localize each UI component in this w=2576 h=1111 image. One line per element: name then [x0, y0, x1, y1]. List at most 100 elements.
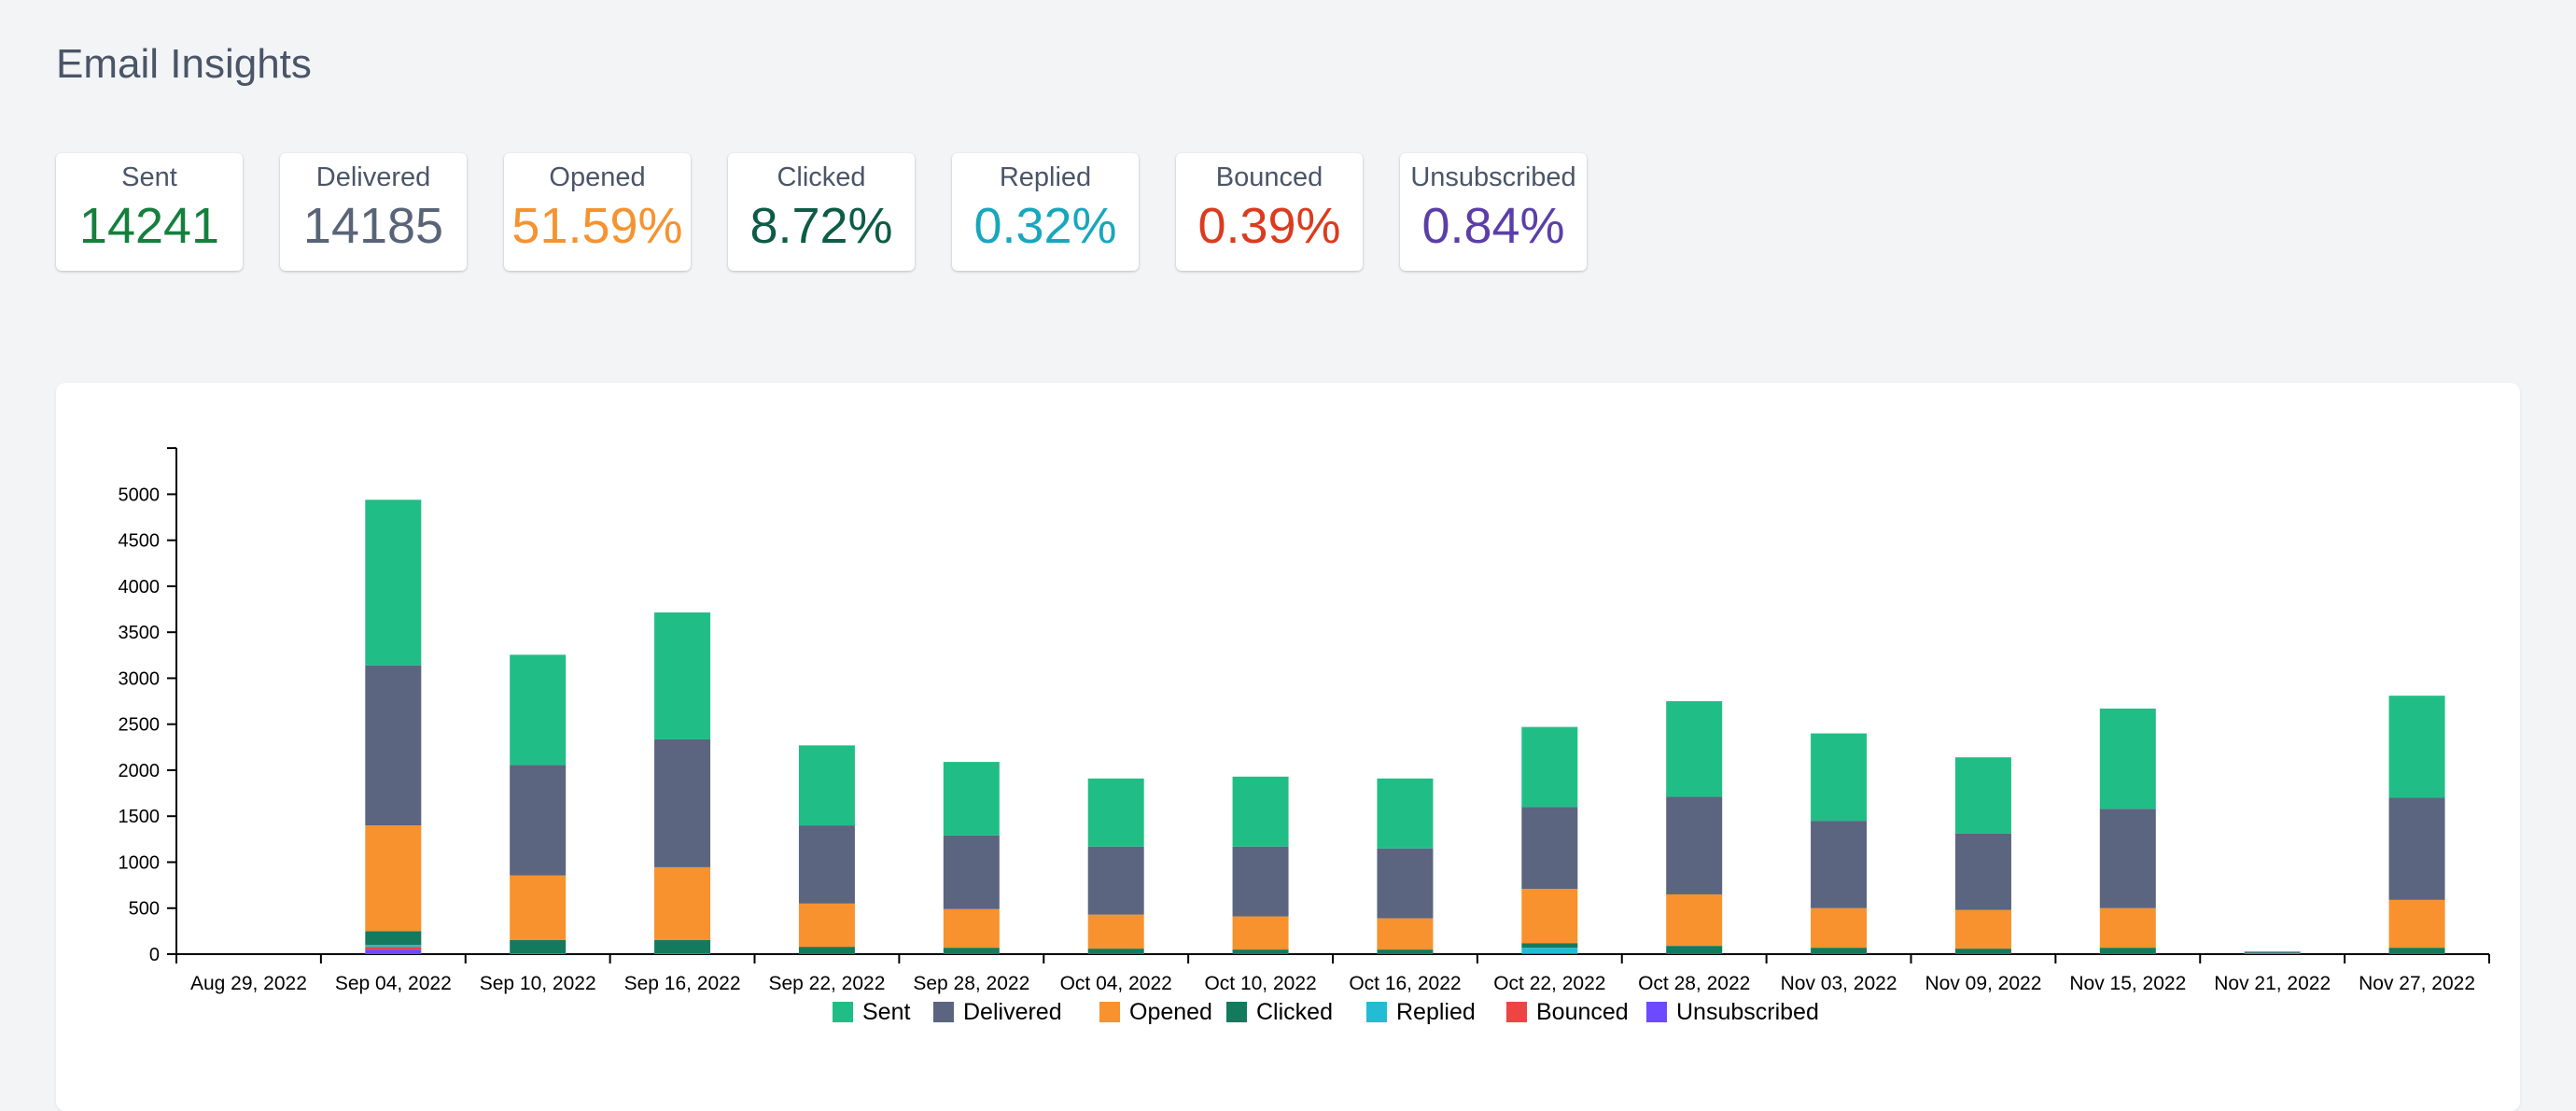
- x-tick-label: Sep 04, 2022: [335, 973, 452, 994]
- y-tick-label: 3000: [119, 668, 161, 689]
- bar-clicked-10: [1666, 946, 1723, 954]
- bar-clicked-8: [1377, 949, 1434, 954]
- y-tick-label: 5000: [119, 485, 161, 505]
- bar-delivered-15: [2388, 797, 2445, 900]
- bar-clicked-11: [1811, 948, 1868, 954]
- stat-label: Clicked: [777, 162, 866, 193]
- stat-label: Unsubscribed: [1410, 162, 1576, 193]
- stat-value: 0.84%: [1421, 198, 1565, 255]
- bar-opened-10: [1666, 893, 1723, 947]
- y-tick-label: 1000: [119, 852, 161, 873]
- bar-sent-6: [1087, 778, 1144, 847]
- bar-opened-1: [365, 825, 422, 932]
- bar-delivered-8: [1377, 848, 1434, 919]
- bar-clicked-7: [1232, 949, 1289, 954]
- x-tick-label: Oct 04, 2022: [1060, 973, 1172, 994]
- bar-opened-7: [1232, 916, 1289, 950]
- bar-unsubscribed-9: [1521, 953, 1578, 954]
- legend-swatch-replied: [1366, 1002, 1387, 1022]
- bar-clicked-1: [365, 931, 422, 946]
- bar-sent-15: [2388, 696, 2445, 798]
- bar-delivered-11: [1811, 821, 1868, 908]
- stat-card-delivered: Delivered 14185: [280, 153, 467, 271]
- legend-label-opened: Opened: [1129, 999, 1212, 1025]
- legend-swatch-clicked: [1226, 1002, 1247, 1022]
- y-tick-label: 1500: [119, 807, 161, 827]
- bar-opened-8: [1377, 918, 1434, 950]
- x-tick-label: Nov 03, 2022: [1781, 973, 1897, 994]
- stat-label: Sent: [121, 162, 177, 193]
- bar-delivered-1: [365, 665, 422, 826]
- y-tick-label: 0: [149, 945, 160, 965]
- bar-delivered-13: [2099, 809, 2156, 908]
- bar-opened-14: [2244, 953, 2301, 954]
- stat-label: Opened: [549, 162, 646, 193]
- bar-sent-5: [943, 762, 1000, 836]
- x-tick-label: Oct 28, 2022: [1638, 973, 1750, 994]
- bar-clicked-5: [943, 948, 1000, 954]
- bar-sent-12: [1954, 757, 2011, 834]
- stat-label: Bounced: [1215, 162, 1323, 193]
- bar-replied-9: [1521, 948, 1578, 954]
- x-tick-label: Nov 27, 2022: [2359, 973, 2475, 994]
- x-tick-label: Oct 16, 2022: [1349, 973, 1461, 994]
- bar-sent-4: [798, 745, 855, 826]
- bar-delivered-12: [1954, 833, 2011, 910]
- bar-delivered-5: [943, 835, 1000, 909]
- bar-delivered-2: [510, 765, 567, 876]
- x-tick-label: Sep 16, 2022: [624, 973, 741, 994]
- stat-value: 14241: [78, 198, 220, 255]
- bar-delivered-9: [1521, 807, 1578, 890]
- stacked-bar-chart: 0 500 1000 1500 2000 2500 3000 3500 4000 4500 5000…: [119, 447, 2490, 1025]
- bar-sent-13: [2099, 708, 2156, 809]
- x-tick-label: Sep 22, 2022: [768, 973, 885, 994]
- bar-opened-15: [2388, 899, 2445, 949]
- legend-label-replied: Replied: [1396, 999, 1476, 1025]
- legend-label-bounced: Bounced: [1536, 999, 1629, 1025]
- bar-delivered-7: [1232, 846, 1289, 917]
- bar-sent-1: [365, 499, 422, 666]
- stat-card-replied: Replied 0.32%: [952, 153, 1139, 271]
- stats-row: Sent 14241 Delivered 14185 Opened 51.59% Click…: [56, 153, 1587, 271]
- bar-sent-14: [2244, 951, 2301, 953]
- x-tick-label: Oct 22, 2022: [1493, 973, 1605, 994]
- bar-replied-3: [654, 953, 711, 955]
- bar-clicked-13: [2099, 948, 2156, 954]
- stat-card-bounced: Bounced 0.39%: [1176, 153, 1363, 271]
- bar-sent-2: [510, 654, 567, 766]
- bar-sent-3: [654, 612, 711, 739]
- bar-opened-3: [654, 866, 711, 940]
- bar-sent-8: [1377, 778, 1434, 849]
- stat-value: 0.39%: [1197, 198, 1341, 255]
- bar-replied-1: [365, 945, 422, 948]
- stat-card-unsubscribed: Unsubscribed 0.84%: [1400, 153, 1587, 271]
- bar-opened-5: [943, 908, 1000, 949]
- y-tick-label: 4500: [119, 531, 161, 552]
- legend-label-sent: Sent: [862, 999, 910, 1025]
- bar-delivered-6: [1087, 846, 1144, 915]
- stat-label: Replied: [999, 162, 1092, 193]
- y-tick-label: 3500: [119, 623, 161, 643]
- bar-delivered-10: [1666, 796, 1723, 894]
- bar-opened-2: [510, 875, 567, 940]
- bar-unsubscribed-1: [365, 949, 422, 954]
- bar-clicked-2: [510, 939, 567, 954]
- bar-opened-11: [1811, 907, 1868, 949]
- x-tick-label: Nov 09, 2022: [1925, 973, 2041, 994]
- legend-swatch-delivered: [933, 1002, 954, 1022]
- x-tick-label: Oct 10, 2022: [1204, 973, 1316, 994]
- bar-sent-7: [1232, 776, 1289, 847]
- y-tick-label: 2500: [119, 715, 161, 736]
- x-tick-label: Nov 15, 2022: [2069, 973, 2186, 994]
- bar-sent-10: [1666, 701, 1723, 797]
- bar-clicked-14: [2244, 953, 2301, 955]
- bar-clicked-3: [654, 939, 711, 954]
- bar-opened-4: [798, 903, 855, 948]
- x-tick-label: Aug 29, 2022: [190, 973, 307, 994]
- bar-delivered-4: [798, 825, 855, 904]
- stat-value: 0.32%: [973, 198, 1117, 255]
- stat-value: 51.59%: [511, 198, 683, 255]
- stat-card-opened: Opened 51.59%: [504, 153, 691, 271]
- bar-clicked-4: [798, 947, 855, 954]
- y-tick-label: 2000: [119, 761, 161, 781]
